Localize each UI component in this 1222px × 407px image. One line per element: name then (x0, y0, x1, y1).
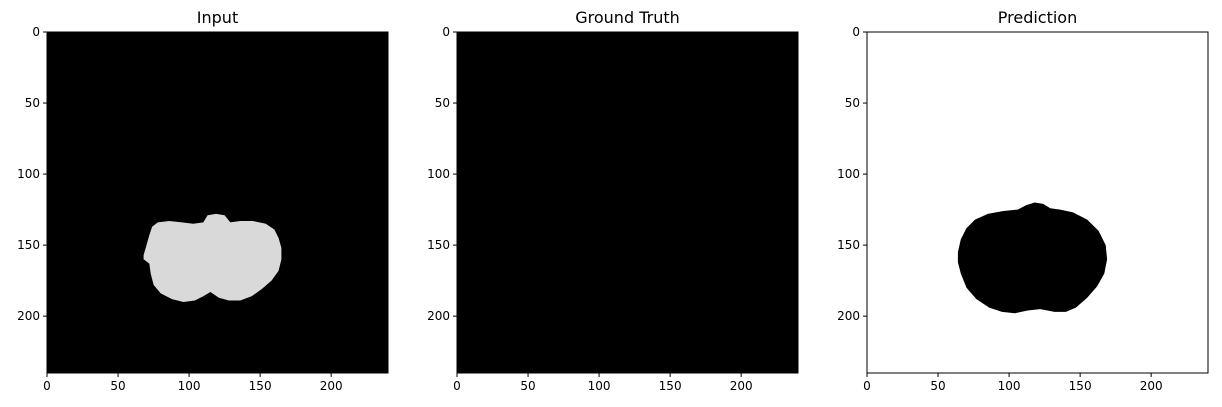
x-tick-label: 0 (453, 379, 461, 393)
image-region (143, 213, 282, 302)
image-region (957, 202, 1108, 314)
y-tick-label: 100 (837, 167, 860, 181)
panel-prediction: Prediction 0 50 100 150 200 0 50 100 150 200 (837, 8, 1209, 393)
image-background (867, 32, 1208, 373)
x-tick-label: 200 (1140, 379, 1163, 393)
axes-frame (456, 31, 799, 374)
panel-title: Ground Truth (575, 8, 680, 27)
x-tick-label: 150 (249, 379, 272, 393)
x-tick-label: 50 (110, 379, 125, 393)
x-tick-label: 200 (730, 379, 753, 393)
y-tick-label: 150 (427, 238, 450, 252)
axes-frame (866, 31, 1209, 374)
panel-title: Input (197, 8, 238, 27)
image-background (457, 32, 798, 373)
x-tick-label: 50 (930, 379, 945, 393)
y-tick-label: 0 (32, 25, 40, 39)
y-tick-label: 50 (845, 96, 860, 110)
panel-title: Prediction (998, 8, 1077, 27)
y-tick-label: 0 (442, 25, 450, 39)
x-tick-label: 200 (320, 379, 343, 393)
x-tick-label: 0 (43, 379, 51, 393)
y-tick-label: 100 (17, 167, 40, 181)
y-tick-label: 150 (837, 238, 860, 252)
x-tick-label: 100 (178, 379, 201, 393)
y-tick-label: 150 (17, 238, 40, 252)
x-tick-label: 0 (863, 379, 871, 393)
panel-ground-truth: Ground Truth 0 50 100 150 200 0 50 100 150 200 (427, 8, 799, 393)
image-background (47, 32, 388, 373)
y-tick-label: 100 (427, 167, 450, 181)
y-tick-label: 50 (25, 96, 40, 110)
x-tick-label: 100 (998, 379, 1021, 393)
x-tick-label: 100 (588, 379, 611, 393)
y-tick-label: 200 (17, 309, 40, 323)
y-tick-label: 0 (852, 25, 860, 39)
x-tick-label: 150 (659, 379, 682, 393)
y-tick-label: 200 (837, 309, 860, 323)
axes-frame (46, 31, 389, 374)
x-tick-label: 50 (520, 379, 535, 393)
x-tick-label: 150 (1069, 379, 1092, 393)
panel-input: Input 0 50 100 150 200 0 50 100 150 200 (17, 8, 389, 393)
y-tick-label: 50 (435, 96, 450, 110)
y-tick-label: 200 (427, 309, 450, 323)
